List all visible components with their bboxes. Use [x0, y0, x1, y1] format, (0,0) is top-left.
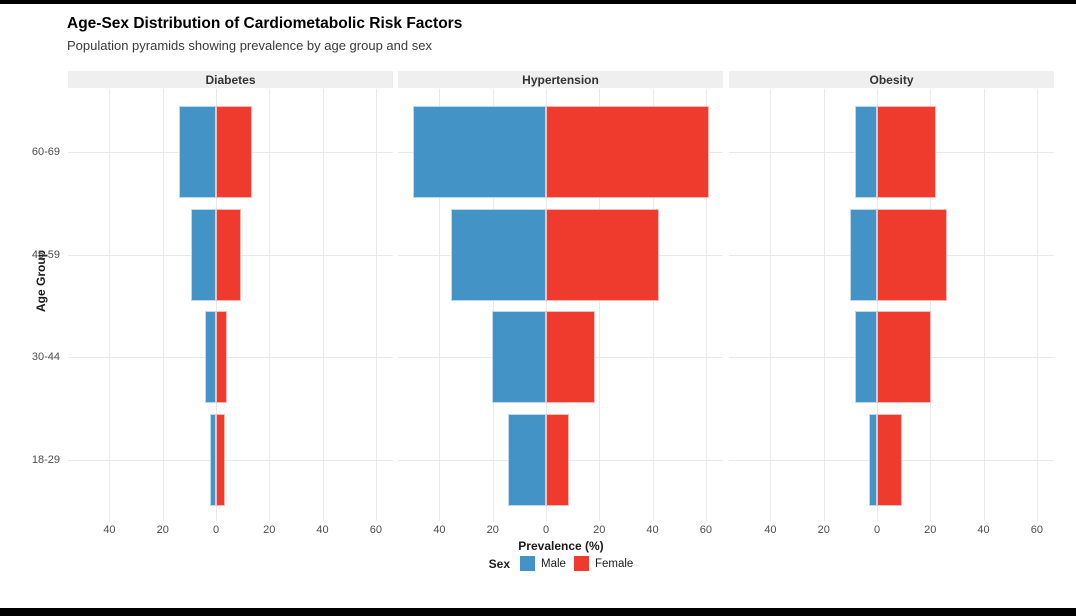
gridline-vertical: [546, 89, 547, 521]
x-tick-label: 20: [593, 524, 606, 536]
bar-female-45-59: [877, 209, 948, 301]
legend-item-female: Female: [573, 556, 634, 571]
gridline-vertical: [983, 89, 985, 521]
bar-male-18-29: [507, 414, 546, 506]
x-tick-label: 0: [542, 524, 550, 536]
gridline-horizontal: [68, 357, 393, 358]
bar-male-60-69: [178, 106, 216, 198]
letterbox-top: [0, 0, 1076, 4]
bar-male-18-29: [869, 414, 877, 506]
bar-male-45-59: [190, 209, 216, 301]
x-tick-label: 20: [817, 524, 830, 536]
gridline-vertical: [162, 89, 164, 521]
gridline-vertical: [439, 89, 441, 521]
x-tick-label: 20: [924, 524, 937, 536]
legend-label-female: Female: [594, 557, 634, 570]
bar-female-18-29: [877, 414, 903, 506]
gridline-vertical: [823, 89, 825, 521]
legend-swatch-female: [573, 556, 589, 571]
bar-male-60-69: [412, 106, 546, 198]
x-tick-label: 40: [977, 524, 990, 536]
legend-swatch-male: [520, 556, 536, 571]
gridline-vertical: [322, 89, 324, 521]
gridline-vertical: [930, 89, 932, 521]
bar-female-45-59: [216, 209, 241, 301]
bar-male-45-59: [451, 209, 546, 301]
x-tick-label: 20: [156, 524, 169, 536]
facet-strip-label: Hypertension: [522, 72, 599, 87]
bar-male-60-69: [854, 106, 877, 198]
bar-female-60-69: [877, 106, 936, 198]
legend-item-male: Male: [520, 556, 566, 571]
x-tick-label: 40: [764, 524, 777, 536]
legend: Sex Male Female: [0, 556, 1076, 571]
x-tick-label: 40: [433, 524, 446, 536]
bar-female-60-69: [216, 106, 253, 198]
legend-title: Sex: [488, 556, 511, 571]
gridline-vertical: [877, 89, 878, 521]
panel-obesity: [729, 89, 1054, 521]
gridline-vertical: [652, 89, 654, 521]
gridline-vertical: [599, 89, 601, 521]
panel-diabetes: [68, 89, 393, 521]
x-tick-label: 40: [316, 524, 329, 536]
y-tick-label-18-29: 18-29: [31, 454, 60, 466]
gridline-vertical: [269, 89, 271, 521]
gridline-vertical: [1036, 89, 1038, 521]
facet-strip-label: Obesity: [869, 72, 914, 87]
panel-hypertension: [398, 89, 723, 521]
x-tick-label: 60: [369, 524, 382, 536]
bar-female-18-29: [216, 414, 225, 506]
x-tick-label: 20: [263, 524, 276, 536]
gridline-vertical: [770, 89, 772, 521]
x-tick-label: 60: [1030, 524, 1043, 536]
facet-strip-diabetes: Diabetes: [68, 71, 393, 88]
gridline-vertical: [375, 89, 377, 521]
bar-female-30-44: [546, 311, 596, 403]
bar-female-60-69: [546, 106, 709, 198]
bar-male-18-29: [209, 414, 216, 506]
x-tick-label: 20: [486, 524, 499, 536]
y-tick-label-45-59: 45-59: [31, 249, 60, 261]
chart-subtitle: Population pyramids showing prevalence b…: [67, 38, 432, 53]
gridline-vertical: [492, 89, 494, 521]
facet-strip-hypertension: Hypertension: [398, 71, 723, 88]
bar-male-30-44: [491, 311, 546, 403]
x-tick-label: 40: [103, 524, 116, 536]
bar-female-30-44: [216, 311, 227, 403]
letterbox-bottom: [0, 608, 1076, 616]
x-tick-label: 60: [699, 524, 712, 536]
bar-male-45-59: [850, 209, 877, 301]
gridline-vertical: [705, 89, 707, 521]
y-tick-label-30-44: 30-44: [31, 351, 60, 363]
facet-strip-label: Diabetes: [205, 72, 256, 87]
gridline-horizontal: [68, 460, 393, 461]
x-tick-label: 0: [212, 524, 220, 536]
bar-female-18-29: [546, 414, 570, 506]
bar-female-30-44: [877, 311, 931, 403]
y-tick-label-60-69: 60-69: [31, 146, 60, 158]
bar-male-30-44: [854, 311, 877, 403]
x-axis-title: Prevalence (%): [518, 539, 604, 553]
facet-strip-obesity: Obesity: [729, 71, 1054, 88]
chart-title: Age-Sex Distribution of Cardiometabolic …: [67, 15, 463, 32]
gridline-vertical: [216, 89, 217, 521]
x-tick-label: 40: [646, 524, 659, 536]
bar-female-45-59: [546, 209, 659, 301]
legend-label-male: Male: [541, 557, 566, 570]
bar-male-30-44: [205, 311, 216, 403]
x-tick-label: 0: [873, 524, 881, 536]
gridline-vertical: [109, 89, 111, 521]
